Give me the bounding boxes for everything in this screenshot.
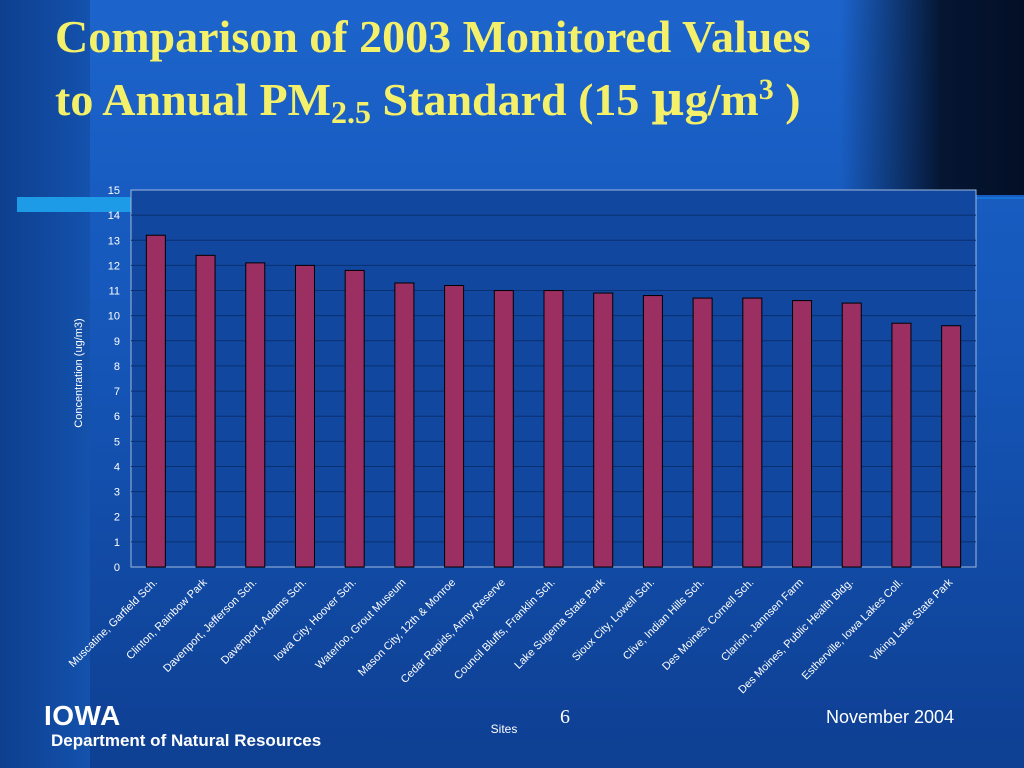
- y-tick-label: 3: [114, 487, 120, 499]
- bar: [841, 302, 862, 568]
- bar: [195, 254, 216, 568]
- title-line-2-mid: Standard (15: [371, 74, 651, 125]
- bar: [941, 325, 962, 568]
- y-tick-label: 8: [114, 361, 120, 373]
- bar: [444, 285, 465, 568]
- bar: [543, 290, 564, 568]
- x-axis-tick-labels: Muscatine, Garfield Sch.Clinton, Rainbow…: [67, 576, 956, 696]
- x-tick-label: Iowa City, Hoover Sch.: [272, 577, 359, 664]
- bar: [294, 264, 315, 568]
- y-axis-label: Concentration (ug/m3): [73, 318, 85, 427]
- title-close: ): [773, 74, 801, 125]
- title-unit: g/m: [684, 74, 759, 125]
- bar: [792, 300, 813, 568]
- x-tick-label: Waterloo, Grout Museum: [313, 577, 408, 672]
- x-tick-label: Estherville, Iowa Lakes Coll.: [800, 577, 906, 683]
- x-tick-label: Davenport, Adams Sch.: [219, 577, 309, 667]
- y-tick-label: 12: [108, 260, 120, 272]
- left-background-band: [0, 0, 90, 768]
- footer-date: November 2004: [826, 707, 955, 727]
- bar: [742, 297, 763, 568]
- x-tick-label: Lake Sugema State Park: [512, 576, 607, 671]
- y-tick-label: 7: [114, 386, 120, 398]
- bar: [493, 290, 514, 568]
- x-tick-label: Mason City, 12th & Monroe: [356, 577, 458, 679]
- y-tick-label: 2: [114, 512, 120, 524]
- bar: [344, 269, 365, 568]
- slide-title: Comparison of 2003 Monitored Values to A…: [55, 6, 811, 131]
- title-line-2-prefix: to Annual PM: [55, 74, 332, 125]
- y-tick-label: 0: [114, 562, 120, 574]
- dark-corner-accent: [840, 0, 1024, 195]
- y-tick-label: 13: [108, 235, 120, 247]
- x-tick-label: Clive, Indian Hills Sch.: [621, 577, 707, 663]
- y-tick-label: 14: [108, 210, 120, 222]
- title-line-1: Comparison of 2003 Monitored Values: [55, 11, 811, 62]
- bar: [642, 295, 663, 568]
- x-tick-label: Davenport, Jefferson Sch.: [161, 577, 259, 675]
- title-mu: µ: [650, 72, 685, 126]
- x-tick-label: Clarion, Jannsen Farm: [719, 577, 806, 664]
- slide-number: 6: [560, 706, 570, 728]
- y-tick-label: 11: [109, 286, 120, 298]
- x-tick-label: Sioux City, Lowell Sch.: [570, 577, 657, 664]
- logo-subtitle: Department of Natural Resources: [51, 731, 322, 750]
- logo-title: IOWA: [44, 700, 121, 731]
- bar: [145, 234, 166, 568]
- y-tick-label: 9: [114, 336, 120, 348]
- bar: [593, 292, 614, 568]
- x-tick-label: Viking Lake State Park: [868, 576, 955, 663]
- x-tick-label: Clinton, Rainbow Park: [124, 576, 210, 662]
- x-tick-label: Des Moines, Cornell Sch.: [660, 577, 756, 673]
- x-tick-label: Muscatine, Garfield Sch.: [67, 577, 160, 670]
- bars: [145, 234, 962, 568]
- y-tick-label: 6: [114, 411, 120, 423]
- y-tick-label: 4: [114, 461, 120, 473]
- title-superscript: 3: [758, 73, 774, 106]
- y-tick-label: 1: [114, 537, 120, 549]
- x-tick-label: Cedar Rapids, Army Reserve: [399, 577, 508, 686]
- bar: [692, 297, 713, 568]
- x-tick-label: Council Bluffs, Franklin Sch.: [452, 577, 558, 683]
- bar: [891, 322, 912, 568]
- bar: [394, 282, 415, 568]
- bar: [245, 262, 266, 568]
- title-subscript: 2.5: [331, 94, 372, 130]
- y-tick-label: 5: [114, 436, 120, 448]
- x-axis-label: Sites: [491, 722, 518, 736]
- y-tick-label: 15: [108, 185, 120, 197]
- y-tick-label: 10: [108, 311, 120, 323]
